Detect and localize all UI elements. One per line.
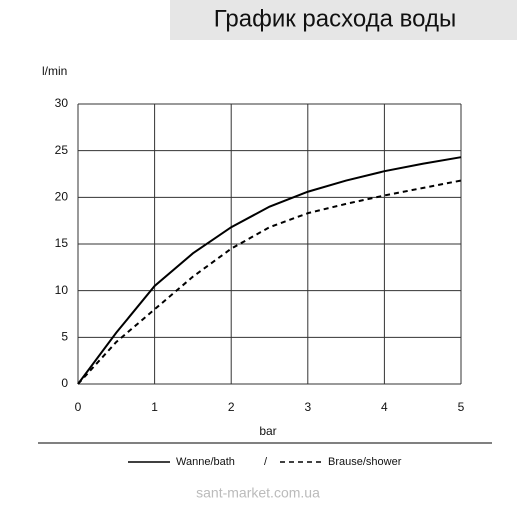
x-tick-label: 5 xyxy=(458,400,465,414)
x-tick-label: 2 xyxy=(228,400,235,414)
watermark: sant-market.com.ua xyxy=(196,485,320,501)
legend-label: Wanne/bath xyxy=(176,456,235,468)
x-axis-label: bar xyxy=(259,424,276,438)
x-tick-label: 3 xyxy=(304,400,311,414)
x-tick-label: 0 xyxy=(75,400,82,414)
legend-label: Brause/shower xyxy=(328,456,402,468)
data-line xyxy=(77,179,462,385)
title-box xyxy=(170,0,517,40)
y-tick-label: 5 xyxy=(61,330,68,344)
y-tick-label: 20 xyxy=(55,190,69,204)
y-tick-label: 15 xyxy=(55,236,69,250)
y-tick-label: 30 xyxy=(55,96,69,110)
y-tick-label: 25 xyxy=(55,143,69,157)
y-tick-label: 10 xyxy=(55,283,69,297)
chart-title: График расхода воды xyxy=(214,5,456,32)
y-tick-label: 0 xyxy=(61,376,68,390)
legend-separator: / xyxy=(264,456,268,468)
x-tick-label: 4 xyxy=(381,400,388,414)
data-line xyxy=(77,156,462,385)
y-axis-label: l/min xyxy=(42,64,67,78)
x-tick-label: 1 xyxy=(151,400,158,414)
